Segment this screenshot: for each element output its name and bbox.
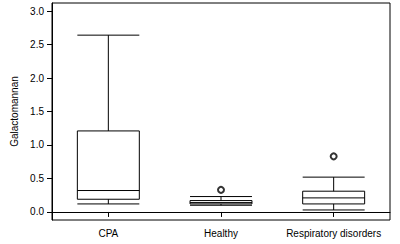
svg-text:Galactomannan: Galactomannan <box>9 76 20 147</box>
svg-text:1.5: 1.5 <box>30 106 44 117</box>
svg-text:0.5: 0.5 <box>30 173 44 184</box>
svg-text:Respiratory disorders: Respiratory disorders <box>286 228 381 239</box>
svg-text:2.0: 2.0 <box>30 73 44 84</box>
svg-text:3.0: 3.0 <box>30 6 44 17</box>
svg-text:Healthy: Healthy <box>204 228 238 239</box>
svg-text:CPA: CPA <box>98 228 118 239</box>
svg-text:0.0: 0.0 <box>30 206 44 217</box>
svg-text:1.0: 1.0 <box>30 139 44 150</box>
svg-text:2.5: 2.5 <box>30 39 44 50</box>
